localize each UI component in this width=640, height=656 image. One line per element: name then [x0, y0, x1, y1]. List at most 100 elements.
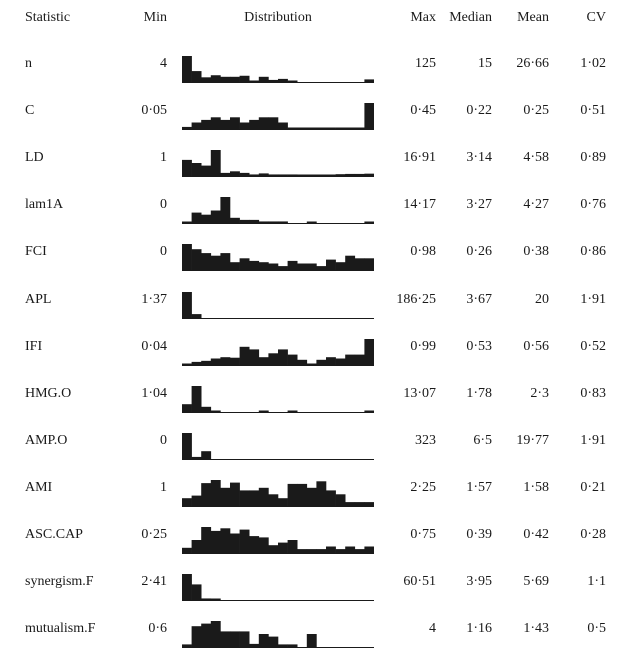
histogram-bar	[316, 266, 327, 271]
statistic-name: lam1A	[25, 197, 64, 213]
histogram-bar	[268, 174, 279, 177]
histogram-bar	[316, 127, 327, 130]
histogram-bar	[182, 432, 192, 459]
table-row: APL 1·37 186·25 3·67 20 1·91	[0, 288, 640, 320]
histogram-bar	[345, 127, 356, 130]
max-value: 186·25	[396, 291, 436, 307]
cv-value: 0·86	[580, 244, 606, 260]
min-value: 0	[160, 197, 167, 213]
histogram-bar	[287, 80, 298, 82]
min-value: 1	[160, 150, 167, 166]
distribution-histogram	[182, 527, 374, 554]
histogram-bar	[354, 549, 365, 553]
median-value: 0·39	[466, 527, 492, 542]
distribution-histogram	[182, 432, 374, 460]
histogram-bar	[220, 197, 231, 224]
header-min: Min	[143, 10, 167, 25]
cv-value: 1·91	[580, 291, 606, 307]
statistic-name: FCI	[25, 244, 47, 260]
histogram-bar	[364, 103, 374, 130]
median-value: 0·26	[466, 244, 492, 260]
cv-value: 0·83	[580, 385, 606, 401]
histogram-bar	[268, 117, 279, 130]
mean-value: 0·56	[523, 338, 549, 354]
histogram-bar	[354, 174, 365, 177]
table-row: IFI 0·04 0·99 0·53 0·56 0·52	[0, 335, 640, 367]
histogram-bar	[268, 545, 279, 553]
mean-value: 0·42	[523, 527, 549, 542]
histogram-bar	[210, 210, 221, 224]
distribution-histogram	[182, 479, 374, 507]
statistic-name: C	[25, 103, 35, 119]
max-value: 13·07	[403, 385, 436, 401]
min-value: 1·04	[141, 385, 167, 401]
histogram-bar	[268, 263, 279, 271]
histogram-bar	[239, 258, 250, 271]
mean-value: 19·77	[516, 432, 549, 448]
histogram-bar	[258, 537, 269, 553]
histogram-bar	[258, 487, 269, 506]
histogram-bar	[278, 266, 288, 271]
histogram-bar	[306, 127, 317, 130]
histogram-bar	[182, 56, 192, 82]
cv-value: 0·28	[580, 527, 606, 542]
mean-value: 0·38	[523, 244, 549, 260]
histogram-bar	[220, 119, 231, 130]
histogram-bar	[249, 119, 260, 130]
histogram-bar	[191, 71, 202, 82]
histogram-bar	[364, 258, 374, 271]
median-value: 6·5	[473, 432, 492, 448]
cv-value: 0·5	[587, 621, 606, 637]
mean-value: 1·43	[523, 621, 549, 637]
max-value: 2·25	[410, 479, 436, 495]
mean-value: 1·58	[523, 479, 549, 495]
histogram-bar	[182, 160, 192, 177]
statistic-name: AMI	[25, 479, 53, 495]
histogram-bar	[345, 546, 356, 553]
distribution-histogram	[182, 197, 374, 225]
histogram-bar	[230, 533, 240, 553]
histogram-bar	[354, 354, 365, 365]
histogram-bar	[326, 546, 336, 553]
histogram-bar	[191, 163, 202, 177]
histogram-bar	[364, 221, 374, 224]
histogram-bar	[191, 456, 202, 459]
cv-value: 0·51	[580, 103, 606, 119]
histogram-bar	[335, 262, 346, 271]
histogram-bar	[239, 490, 250, 506]
median-value: 15	[478, 56, 492, 71]
max-value: 16·91	[403, 150, 436, 166]
min-value: 0	[160, 244, 167, 260]
histogram-bar	[306, 221, 317, 224]
histogram-bar	[230, 631, 240, 648]
statistic-name: AMP.O	[25, 432, 68, 448]
histogram-bar	[287, 540, 298, 553]
max-value: 0·98	[410, 244, 436, 260]
histogram-bar	[239, 173, 250, 177]
median-value: 3·14	[466, 150, 492, 166]
histogram-bar	[210, 358, 221, 365]
table-row: FCI 0 0·98 0·26 0·38 0·86	[0, 240, 640, 272]
statistic-name: synergism.F	[25, 574, 94, 590]
histogram-bar	[249, 490, 260, 506]
table-row: ASC.CAP 0·25 0·75 0·39 0·42 0·28	[0, 523, 640, 555]
histogram-bar	[306, 363, 317, 365]
cv-value: 1·1	[587, 574, 606, 590]
histogram-bar	[278, 542, 288, 553]
header-mean: Mean	[517, 10, 549, 25]
histogram-bar	[191, 540, 202, 553]
histogram-bar	[182, 644, 192, 648]
max-value: 0·45	[410, 103, 436, 119]
histogram-bar	[201, 450, 212, 459]
header-distribution: Distribution	[244, 10, 312, 25]
statistic-name: HMG.O	[25, 385, 72, 401]
histogram-bar	[191, 212, 202, 224]
histogram-bar	[297, 359, 308, 365]
histogram-bar	[326, 174, 336, 177]
histogram-bar	[210, 256, 221, 271]
histogram-bar	[316, 481, 327, 506]
histogram-bar	[306, 174, 317, 177]
histogram-bar	[306, 549, 317, 553]
histogram-bar	[287, 410, 298, 412]
histogram-bar	[258, 356, 269, 365]
